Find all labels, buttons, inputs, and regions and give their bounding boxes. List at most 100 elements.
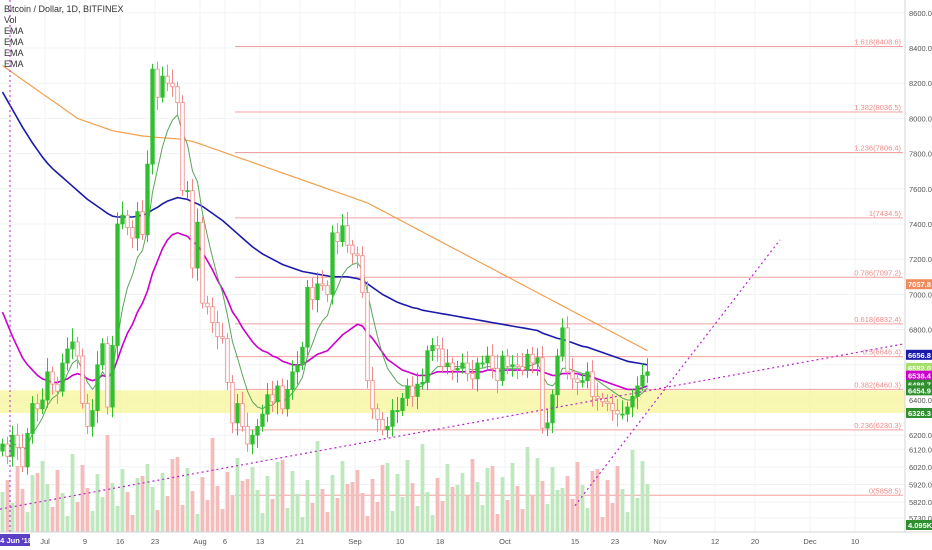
candle-body[interactable] bbox=[600, 397, 605, 403]
candle-body[interactable] bbox=[165, 75, 170, 84]
candle-body[interactable] bbox=[380, 418, 385, 431]
candle-body[interactable] bbox=[520, 366, 525, 371]
candle-body[interactable] bbox=[90, 410, 95, 427]
candle-body[interactable] bbox=[595, 396, 600, 399]
candle-body[interactable] bbox=[110, 345, 115, 408]
candle-body[interactable] bbox=[395, 410, 400, 412]
candle-body[interactable] bbox=[525, 353, 530, 371]
candle-body[interactable] bbox=[470, 373, 475, 380]
candle-body[interactable] bbox=[0, 443, 5, 452]
candle-body[interactable] bbox=[250, 434, 255, 445]
candle-body[interactable] bbox=[85, 403, 90, 427]
candle-body[interactable] bbox=[555, 355, 560, 396]
candle-body[interactable] bbox=[410, 385, 415, 397]
candle-body[interactable] bbox=[545, 422, 550, 429]
candle-body[interactable] bbox=[320, 283, 325, 286]
candle-body[interactable] bbox=[490, 355, 495, 369]
candle-body[interactable] bbox=[115, 223, 120, 346]
candle-body[interactable] bbox=[255, 425, 260, 436]
candle-body[interactable] bbox=[5, 443, 10, 457]
candle-body[interactable] bbox=[180, 102, 185, 191]
candle-body[interactable] bbox=[570, 371, 575, 380]
candle-body[interactable] bbox=[350, 244, 355, 255]
candle-body[interactable] bbox=[310, 286, 315, 301]
candle-body[interactable] bbox=[145, 163, 150, 235]
candle-body[interactable] bbox=[15, 434, 20, 448]
candle-body[interactable] bbox=[185, 190, 190, 192]
candle-body[interactable] bbox=[30, 403, 35, 434]
candle-body[interactable] bbox=[280, 385, 285, 410]
candle-body[interactable] bbox=[245, 425, 250, 445]
candle-body[interactable] bbox=[40, 399, 45, 410]
candle-body[interactable] bbox=[575, 378, 580, 383]
candle-body[interactable] bbox=[55, 383, 60, 392]
trendline[interactable] bbox=[0, 343, 906, 510]
candle-body[interactable] bbox=[390, 410, 395, 427]
candle-body[interactable] bbox=[65, 348, 70, 364]
candle-body[interactable] bbox=[285, 389, 290, 410]
indicator-ema-2[interactable]: EMA bbox=[4, 37, 24, 47]
candle-body[interactable] bbox=[95, 364, 100, 411]
candle-body[interactable] bbox=[580, 380, 585, 383]
candles-layer[interactable] bbox=[0, 61, 650, 475]
candle-body[interactable] bbox=[535, 357, 540, 364]
candle-body[interactable] bbox=[120, 214, 125, 225]
candle-body[interactable] bbox=[140, 211, 145, 235]
candle-body[interactable] bbox=[625, 406, 630, 415]
trendlines-layer[interactable] bbox=[0, 0, 906, 532]
indicator-vol[interactable]: Vol bbox=[4, 15, 17, 25]
candle-body[interactable] bbox=[125, 214, 130, 228]
candle-body[interactable] bbox=[235, 403, 240, 424]
candle-body[interactable] bbox=[460, 362, 465, 369]
candle-body[interactable] bbox=[270, 394, 275, 403]
candle-body[interactable] bbox=[75, 341, 80, 357]
price-tag[interactable] bbox=[906, 349, 932, 360]
candle-body[interactable] bbox=[80, 355, 85, 404]
candle-body[interactable] bbox=[265, 394, 270, 415]
candle-body[interactable] bbox=[150, 68, 155, 165]
candle-body[interactable] bbox=[635, 385, 640, 397]
candle-body[interactable] bbox=[305, 286, 310, 348]
candle-body[interactable] bbox=[355, 253, 360, 257]
candle-body[interactable] bbox=[130, 227, 135, 239]
candle-body[interactable] bbox=[510, 364, 515, 367]
indicator-ema-1[interactable]: EMA bbox=[4, 26, 24, 36]
candle-body[interactable] bbox=[630, 396, 635, 408]
candle-body[interactable] bbox=[440, 348, 445, 367]
candle-body[interactable] bbox=[435, 345, 440, 350]
candle-body[interactable] bbox=[335, 232, 340, 243]
candle-body[interactable] bbox=[70, 341, 75, 350]
candle-body[interactable] bbox=[420, 381, 425, 385]
price-tag[interactable] bbox=[906, 385, 932, 396]
price-tag[interactable] bbox=[906, 370, 932, 381]
price-tag[interactable] bbox=[906, 379, 932, 390]
candle-body[interactable] bbox=[340, 225, 345, 242]
candle-body[interactable] bbox=[345, 225, 350, 246]
candle-body[interactable] bbox=[455, 367, 460, 371]
candle-body[interactable] bbox=[135, 211, 140, 239]
time-cursor-tag[interactable] bbox=[0, 534, 30, 546]
candle-body[interactable] bbox=[590, 371, 595, 397]
candle-body[interactable] bbox=[290, 371, 295, 390]
candle-body[interactable] bbox=[190, 190, 195, 269]
candle-body[interactable] bbox=[50, 371, 55, 385]
time-axis[interactable]: 24 Jun '18 Jul 9 16 23 Aug 6 13 21 Sep 10 18 Oct 15 23… bbox=[0, 531, 932, 550]
candle-body[interactable] bbox=[225, 337, 230, 383]
candle-body[interactable] bbox=[175, 86, 180, 103]
candle-body[interactable] bbox=[645, 371, 650, 376]
candle-body[interactable] bbox=[475, 362, 480, 380]
candle-body[interactable] bbox=[300, 346, 305, 366]
candle-body[interactable] bbox=[485, 355, 490, 364]
candle-body[interactable] bbox=[530, 353, 535, 364]
candle-body[interactable] bbox=[640, 374, 645, 387]
candle-body[interactable] bbox=[35, 403, 40, 410]
candle-body[interactable] bbox=[195, 221, 200, 269]
candle-body[interactable] bbox=[610, 403, 615, 411]
candle-body[interactable] bbox=[565, 327, 570, 373]
price-tag[interactable] bbox=[906, 279, 932, 290]
candle-body[interactable] bbox=[385, 425, 390, 431]
candle-body[interactable] bbox=[325, 285, 330, 295]
candle-body[interactable] bbox=[585, 371, 590, 382]
candle-body[interactable] bbox=[405, 385, 410, 399]
indicator-ema-4[interactable]: EMA bbox=[4, 59, 24, 69]
